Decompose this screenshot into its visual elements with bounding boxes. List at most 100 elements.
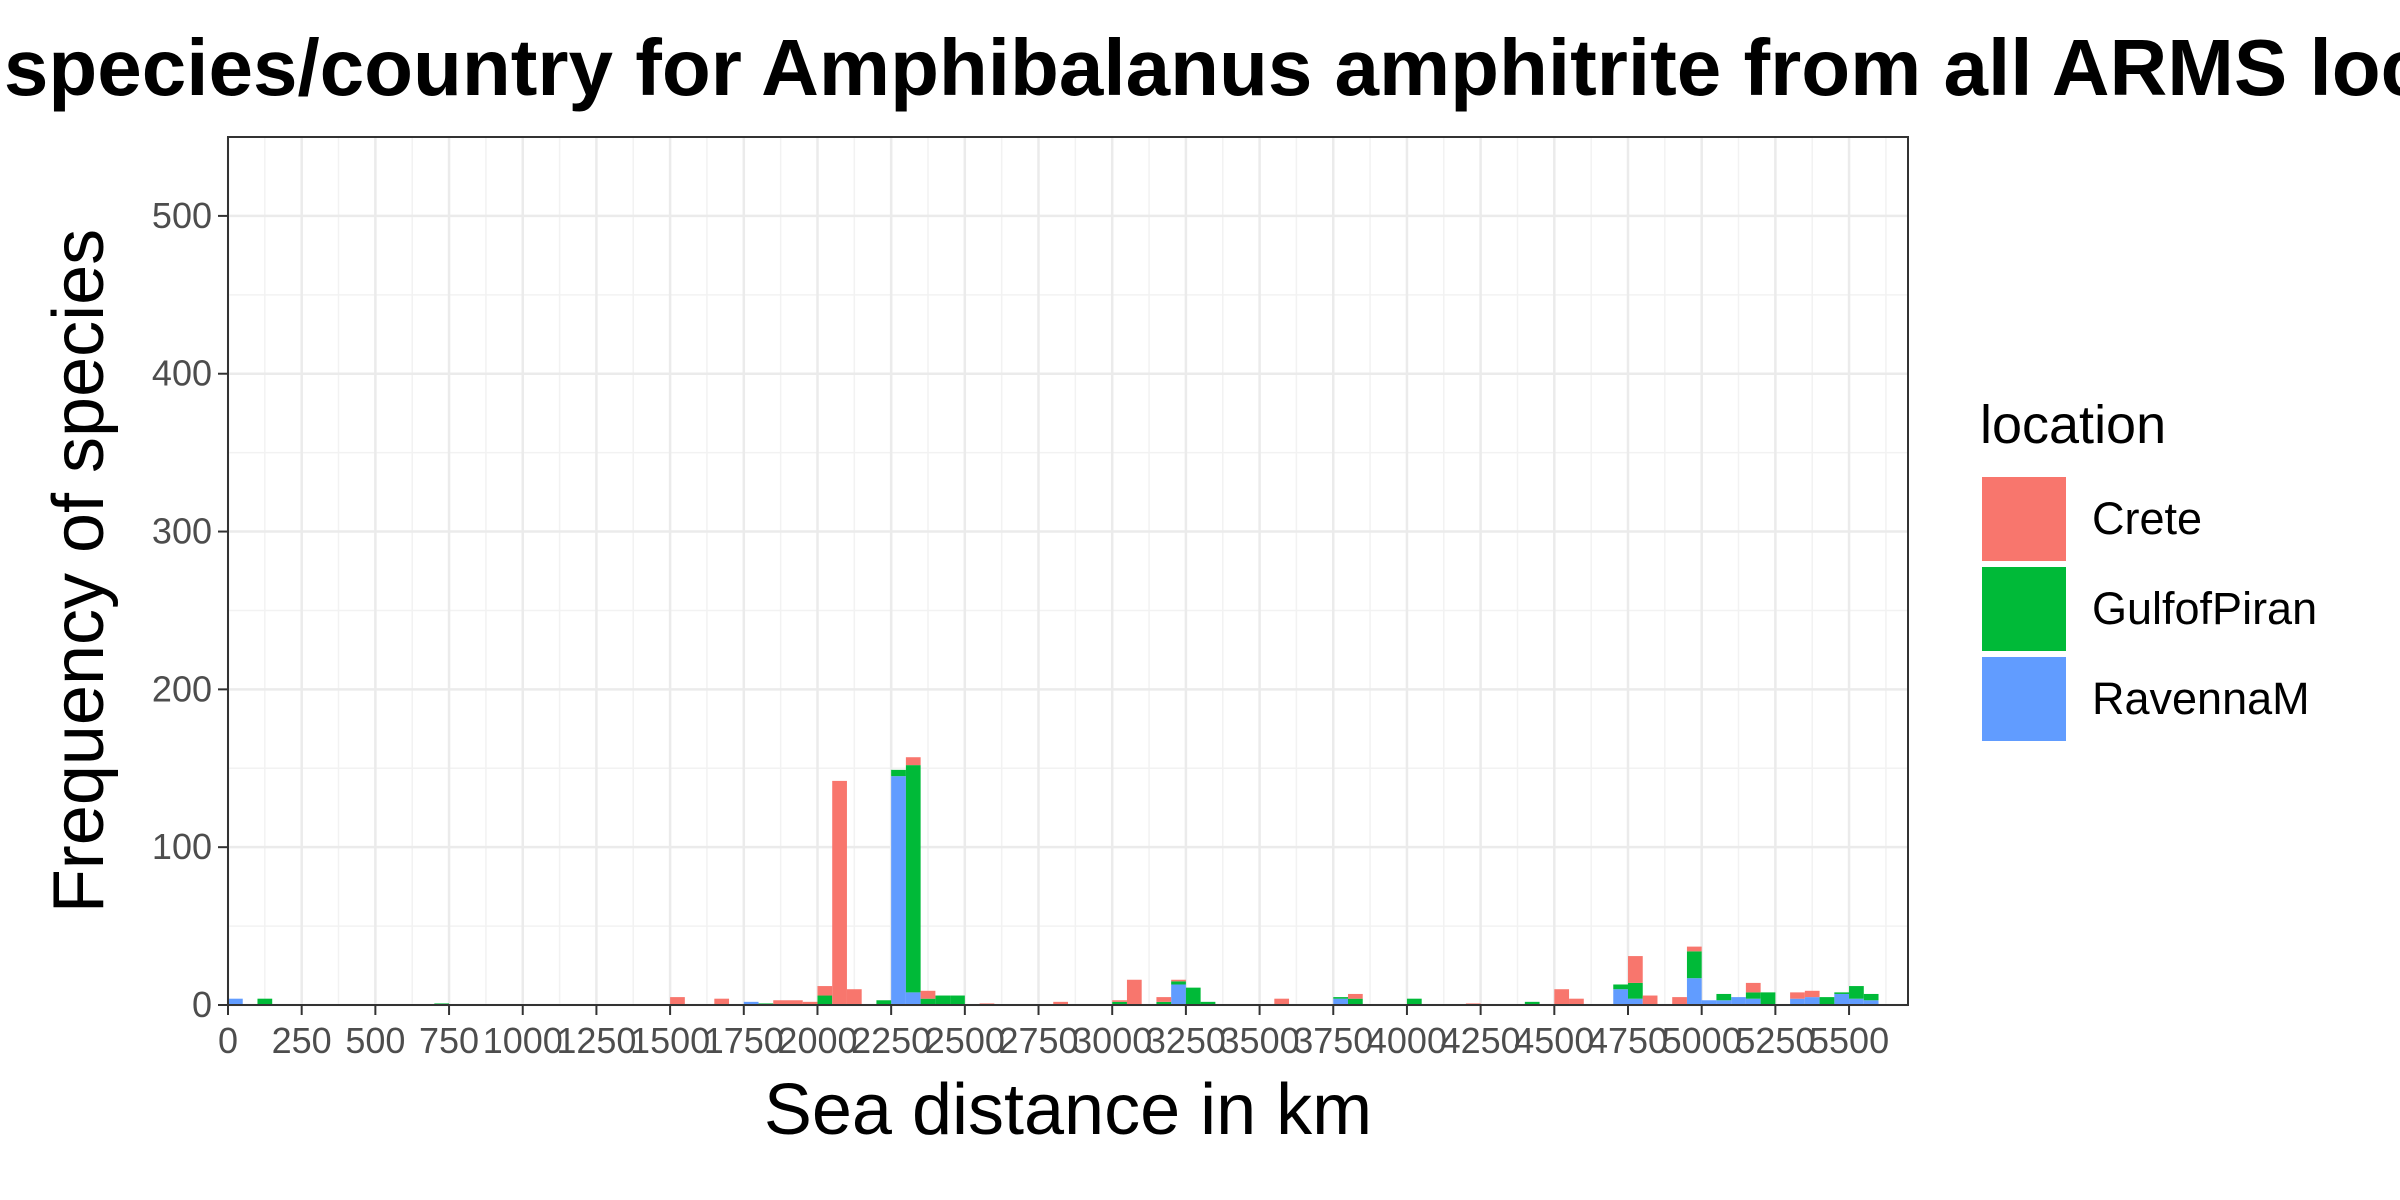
- bar-gulfofpiran: [920, 998, 936, 1005]
- bar-gulfofpiran: [1819, 997, 1835, 1005]
- bar-gulfofpiran: [1834, 992, 1850, 994]
- bar-crete: [1569, 998, 1584, 1005]
- bar-gulfofpiran: [1348, 998, 1363, 1005]
- legend-label-gulfofpiran: GulfofPiran: [2092, 583, 2317, 634]
- bar-crete: [1126, 979, 1142, 1005]
- bar-gulfofpiran: [257, 998, 273, 1005]
- bar-crete: [788, 1000, 803, 1005]
- bar-ravennam: [1849, 998, 1864, 1005]
- bar-ravennam: [228, 998, 243, 1005]
- bar-crete: [1554, 989, 1570, 1005]
- x-tick-label: 1750: [704, 1020, 784, 1061]
- x-axis-title: Sea distance in km: [764, 1070, 1372, 1150]
- plot-panel: [228, 137, 1908, 1005]
- bar-gulfofpiran: [1745, 992, 1761, 999]
- legend-label-ravennam: RavennaM: [2092, 673, 2310, 724]
- x-tick-label: 4000: [1367, 1020, 1447, 1061]
- bar-ravennam: [905, 992, 921, 1005]
- x-tick-label: 4250: [1441, 1020, 1521, 1061]
- y-tick-label: 100: [152, 826, 212, 867]
- bar-gulfofpiran: [876, 1000, 892, 1005]
- legend: location Crete GulfofPiran RavennaM: [1980, 395, 2317, 741]
- bar-ravennam: [1686, 978, 1702, 1005]
- y-tick-label: 300: [152, 511, 212, 552]
- bar-crete: [1745, 982, 1761, 993]
- x-tick-label: 2750: [998, 1020, 1078, 1061]
- x-axis-ticks: 0 250 500 750 100012501500175020002250250027…: [218, 1005, 1889, 1061]
- bar-ravennam: [1333, 998, 1348, 1005]
- bar-gulfofpiran: [1628, 982, 1643, 999]
- bar-gulfofpiran: [1171, 981, 1186, 985]
- y-axis-title: Frequency of species: [39, 229, 119, 913]
- bar-gulfofpiran: [905, 765, 921, 993]
- bar-crete: [714, 998, 730, 1005]
- bar-crete: [1628, 956, 1643, 983]
- y-tick-label: 200: [152, 668, 212, 709]
- bar-ravennam: [1834, 993, 1850, 1005]
- bar-ravennam: [1731, 997, 1746, 1005]
- x-tick-label: 4750: [1588, 1020, 1668, 1061]
- bar-ravennam: [891, 776, 906, 1005]
- legend-key-ravennam: [1982, 657, 2066, 741]
- bar-crete: [846, 989, 862, 1005]
- x-tick-label: 2000: [777, 1020, 857, 1061]
- bar-gulfofpiran: [1524, 1001, 1540, 1005]
- y-tick-label: 400: [152, 353, 212, 394]
- x-tick-label: 1000: [483, 1020, 563, 1061]
- bar-crete: [1348, 993, 1363, 999]
- bar-gulfofpiran: [1185, 987, 1201, 1005]
- bar-gulfofpiran: [1333, 997, 1348, 999]
- bar-gulfofpiran: [1849, 986, 1864, 999]
- bar-crete: [1274, 998, 1290, 1005]
- bar-gulfofpiran: [935, 995, 951, 1005]
- bar-crete: [1804, 990, 1820, 998]
- x-tick-label: 1250: [556, 1020, 636, 1061]
- x-tick-label: 1500: [630, 1020, 710, 1061]
- x-tick-label: 4500: [1514, 1020, 1594, 1061]
- bar-gulfofpiran: [1200, 1001, 1216, 1005]
- bar-gulfofpiran: [950, 995, 965, 1005]
- y-tick-label: 500: [152, 195, 212, 236]
- bar-crete: [1672, 997, 1687, 1005]
- bar-crete: [1686, 946, 1702, 952]
- minor-gridlines-vertical: [264, 137, 1887, 1005]
- bar-crete: [1053, 1001, 1068, 1005]
- bar-gulfofpiran: [1156, 1001, 1172, 1005]
- x-tick-label: 3250: [1146, 1020, 1226, 1061]
- x-tick-label: 0: [218, 1020, 238, 1061]
- x-tick-label: 5000: [1662, 1020, 1742, 1061]
- bar-crete: [1642, 995, 1658, 1005]
- bar-ravennam: [1171, 984, 1186, 1005]
- bar-crete: [670, 997, 685, 1005]
- bar-crete: [773, 1000, 788, 1005]
- bar-gulfofpiran: [891, 769, 906, 777]
- bar-crete: [1171, 979, 1186, 982]
- bar-gulfofpiran: [1406, 998, 1422, 1005]
- x-tick-label: 3000: [1072, 1020, 1152, 1061]
- x-tick-label: 2500: [925, 1020, 1005, 1061]
- bar-crete: [832, 780, 847, 1005]
- x-tick-label: 5500: [1809, 1020, 1889, 1061]
- y-axis-ticks: 0 100 200 300 400 500: [152, 195, 228, 1025]
- bar-ravennam: [743, 1001, 759, 1005]
- bar-crete: [802, 1001, 818, 1005]
- y-tick-label: 0: [192, 984, 212, 1025]
- x-tick-label: 3750: [1293, 1020, 1373, 1061]
- bar-ravennam: [1716, 1000, 1732, 1005]
- bar-gulfofpiran: [1613, 984, 1628, 990]
- bar-ravennam: [1863, 1000, 1879, 1005]
- x-tick-label: 2250: [851, 1020, 931, 1061]
- bar-ravennam: [1804, 997, 1820, 1005]
- bar-ravennam: [1790, 998, 1805, 1005]
- legend-key-gulfofpiran: [1982, 567, 2066, 651]
- bar-ravennam: [1613, 989, 1628, 1005]
- plot-border: [227, 136, 1909, 1006]
- bar-crete: [1156, 997, 1172, 1002]
- legend-title: location: [1980, 395, 2166, 455]
- x-tick-label: 750: [419, 1020, 479, 1061]
- bar-crete: [905, 757, 921, 766]
- legend-key-crete: [1982, 477, 2066, 561]
- bar-ravennam: [1745, 998, 1761, 1005]
- bar-gulfofpiran: [817, 995, 833, 1005]
- bar-gulfofpiran: [1112, 1001, 1127, 1005]
